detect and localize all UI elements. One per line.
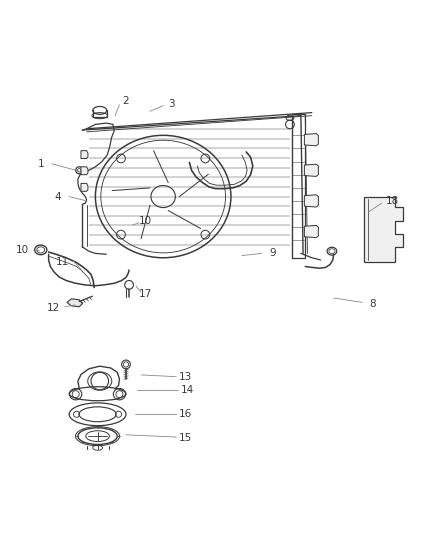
Text: 16: 16 <box>178 409 192 419</box>
Text: 15: 15 <box>178 433 192 443</box>
Polygon shape <box>67 299 83 306</box>
Polygon shape <box>364 197 403 262</box>
Text: 3: 3 <box>169 99 175 109</box>
Text: 1: 1 <box>38 159 45 169</box>
Polygon shape <box>81 183 88 191</box>
Polygon shape <box>81 167 88 175</box>
Polygon shape <box>304 164 319 176</box>
Polygon shape <box>304 134 319 146</box>
Text: 2: 2 <box>123 96 129 106</box>
Text: 4: 4 <box>55 191 62 201</box>
Text: 18: 18 <box>386 196 400 206</box>
Polygon shape <box>81 151 88 158</box>
Text: 8: 8 <box>370 298 376 309</box>
Text: 9: 9 <box>269 248 276 259</box>
Polygon shape <box>304 195 319 207</box>
Text: 17: 17 <box>139 288 152 298</box>
Text: 10: 10 <box>139 215 152 225</box>
Text: 13: 13 <box>178 372 192 382</box>
Text: 11: 11 <box>56 257 69 267</box>
Polygon shape <box>304 225 319 238</box>
Text: 10: 10 <box>16 245 29 255</box>
Text: 14: 14 <box>180 385 194 395</box>
Text: 12: 12 <box>47 303 60 313</box>
